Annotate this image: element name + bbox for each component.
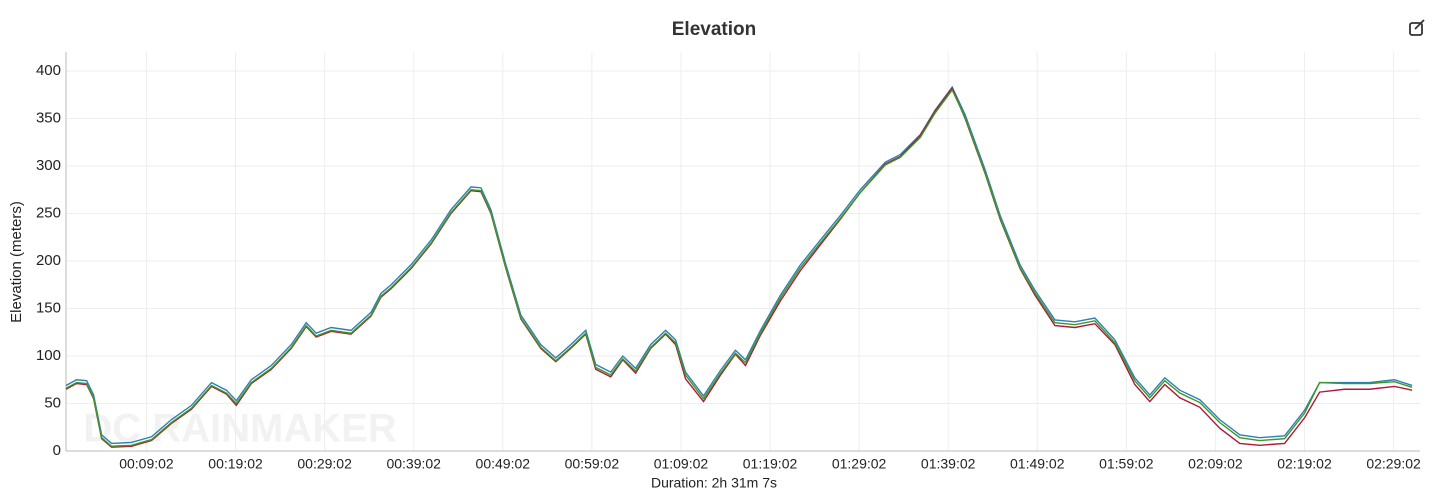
x-tick-label: 02:29:02 (1366, 456, 1421, 472)
y-tick-label: 350 (36, 109, 61, 126)
y-tick-label: 100 (36, 347, 61, 364)
x-tick-label: 00:49:02 (476, 456, 531, 472)
x-tick-label: 01:29:02 (832, 456, 887, 472)
y-tick-label: 50 (44, 394, 61, 411)
y-tick-label: 200 (36, 252, 61, 269)
y-tick-label: 300 (36, 157, 61, 174)
x-tick-label: 00:19:02 (208, 456, 263, 472)
x-tick-label: 01:39:02 (921, 456, 976, 472)
series-line (65, 85, 1413, 445)
x-tick-label: 00:29:02 (297, 456, 352, 472)
x-tick-label: 00:09:02 (119, 456, 174, 472)
series-line (65, 88, 1413, 447)
y-axis-label: Elevation (meters) (8, 201, 25, 323)
y-tick-label: 400 (36, 62, 61, 79)
x-tick-label: 00:59:02 (565, 456, 620, 472)
x-axis-label: Duration: 2h 31m 7s (651, 475, 777, 491)
x-tick-label: 01:19:02 (743, 456, 798, 472)
y-tick-label: 0 (53, 442, 61, 459)
x-tick-label: 01:49:02 (1010, 456, 1065, 472)
x-tick-label: 01:59:02 (1099, 456, 1154, 472)
edit-icon[interactable] (1409, 19, 1425, 36)
y-tick-label: 250 (36, 204, 61, 221)
x-tick-label: 02:19:02 (1277, 456, 1332, 472)
chart-title: Elevation (672, 19, 756, 40)
x-tick-label: 00:39:02 (386, 456, 441, 472)
series-line (65, 86, 1413, 448)
x-tick-label: 02:09:02 (1188, 456, 1243, 472)
x-tick-label: 01:09:02 (654, 456, 709, 472)
watermark: DC RAINMAKER (83, 407, 396, 451)
y-tick-label: 150 (36, 299, 61, 316)
